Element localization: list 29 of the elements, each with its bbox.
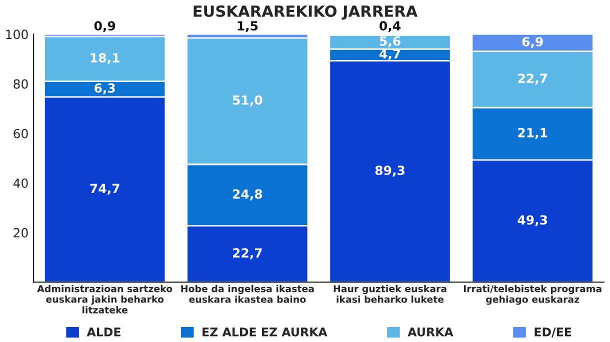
data-label: 18,1 — [90, 53, 120, 64]
data-label: 22,7 — [518, 74, 548, 85]
y-tick-label: 100 — [6, 30, 28, 40]
data-label: 49,3 — [518, 215, 548, 226]
data-label: 21,1 — [518, 128, 548, 139]
chart-title: EUSKARAREKIKO JARRERA — [194, 5, 418, 20]
y-tick-label: 60 — [14, 128, 28, 138]
legend-label: EZ ALDE EZ AURKA — [202, 328, 328, 336]
data-label: 22,7 — [233, 248, 262, 260]
data-label: 0,9 — [94, 21, 116, 32]
legend-label: ED/EE — [534, 328, 572, 338]
x-tick-label: Irrati/telebistek programa gehiago euskaraz — [464, 284, 602, 305]
data-label: 1,5 — [238, 21, 258, 32]
x-tick-label: Administrazioan sartzeko euskara jakin beharko litzateke — [37, 284, 172, 314]
data-label: 51,0 — [232, 95, 262, 106]
legend-label: AURKA — [408, 328, 454, 336]
legend-label: ALDE — [86, 328, 120, 336]
data-label: 6,3 — [94, 83, 115, 94]
data-label: 6,9 — [522, 36, 543, 48]
x-tick-label: Hobe da ingelesa ikastea euskara ikastea baino — [181, 284, 314, 303]
data-label: 89,3 — [375, 166, 404, 177]
y-tick-label: 40 — [13, 178, 28, 188]
y-tick-label: 80 — [14, 79, 28, 89]
y-tick-label: 20 — [14, 228, 28, 238]
data-label: 0,4 — [380, 21, 401, 32]
data-label: 5,6 — [380, 36, 400, 48]
data-label: 24,8 — [233, 189, 262, 200]
x-tick-label: Haur guztiek euskara ikasi beharko lukete — [334, 284, 446, 303]
data-label: 74,7 — [90, 184, 120, 195]
